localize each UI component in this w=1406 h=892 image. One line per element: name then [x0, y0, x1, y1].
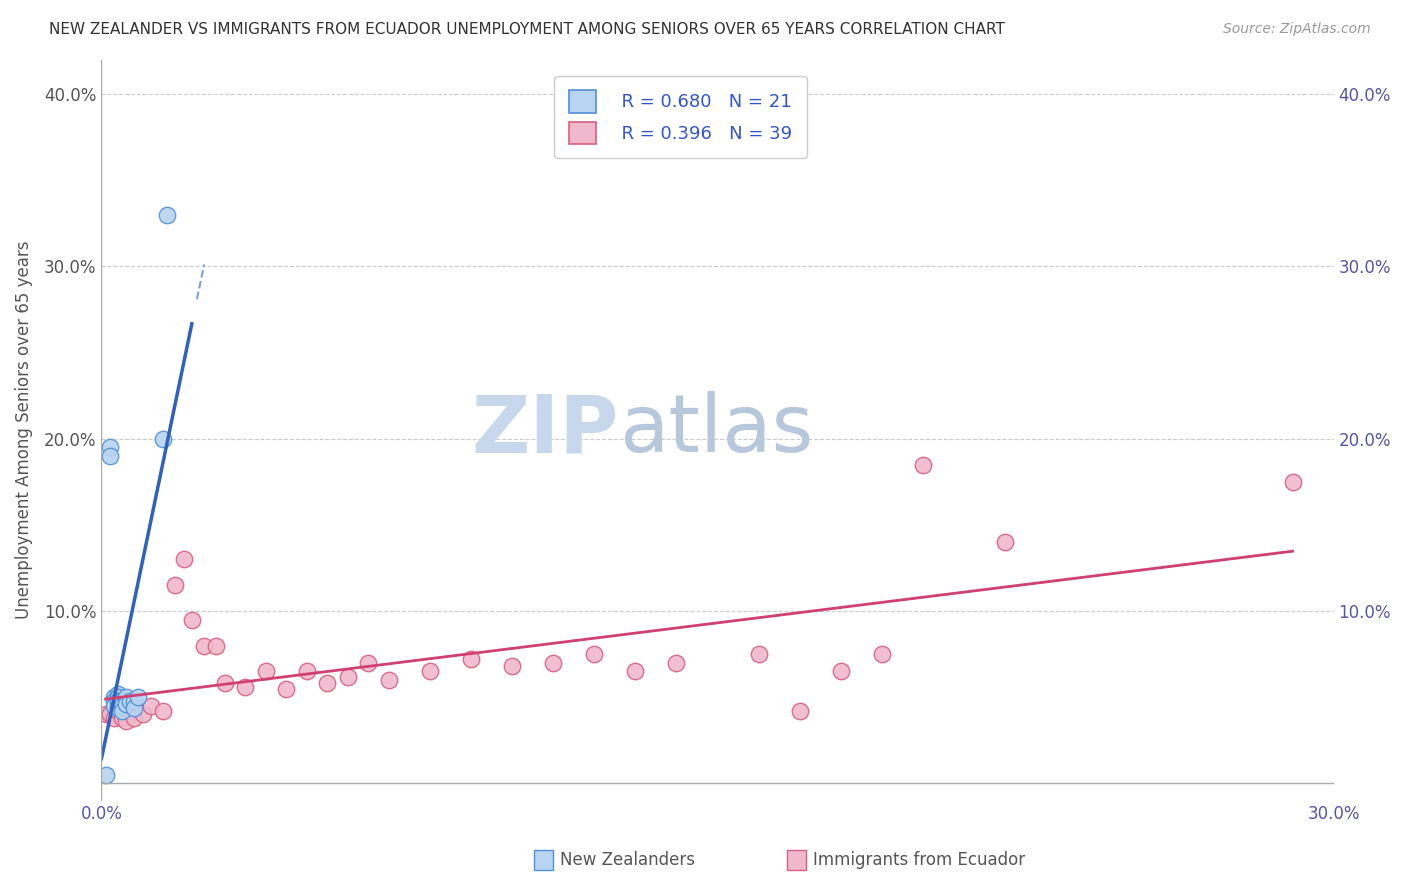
Point — [115, 697, 138, 711]
Point — [180, 613, 202, 627]
Point — [254, 665, 277, 679]
Point — [165, 578, 187, 592]
Point — [870, 647, 893, 661]
Point — [107, 700, 129, 714]
Point — [111, 694, 134, 708]
Point — [124, 711, 146, 725]
Point — [124, 694, 146, 708]
Text: Immigrants from Ecuador: Immigrants from Ecuador — [813, 851, 1025, 869]
Point — [205, 639, 228, 653]
Point — [789, 704, 811, 718]
Point — [98, 441, 121, 455]
Point — [115, 690, 138, 705]
Point — [336, 669, 359, 683]
Point — [233, 680, 256, 694]
Text: atlas: atlas — [619, 391, 813, 469]
Point — [665, 656, 688, 670]
Point — [111, 698, 134, 713]
Point — [103, 694, 125, 708]
Point — [107, 687, 129, 701]
Text: NEW ZEALANDER VS IMMIGRANTS FROM ECUADOR UNEMPLOYMENT AMONG SENIORS OVER 65 YEAR: NEW ZEALANDER VS IMMIGRANTS FROM ECUADOR… — [49, 22, 1005, 37]
Point — [127, 690, 149, 705]
Text: Source: ZipAtlas.com: Source: ZipAtlas.com — [1223, 22, 1371, 37]
Point — [156, 208, 179, 222]
Point — [276, 681, 298, 696]
Point — [460, 652, 482, 666]
Point — [316, 676, 339, 690]
Text: New Zealanders: New Zealanders — [560, 851, 695, 869]
Point — [98, 707, 121, 722]
Point — [624, 665, 647, 679]
Point — [111, 711, 134, 725]
Point — [419, 665, 441, 679]
Point — [111, 704, 134, 718]
Point — [115, 714, 138, 729]
Point — [107, 694, 129, 708]
Point — [152, 432, 174, 446]
Point — [94, 707, 117, 722]
Point — [748, 647, 770, 661]
Point — [103, 690, 125, 705]
Point — [1281, 475, 1303, 489]
Point — [94, 768, 117, 782]
Point — [173, 552, 195, 566]
Point — [193, 639, 215, 653]
Point — [120, 694, 142, 708]
Text: ZIP: ZIP — [472, 391, 619, 469]
Point — [994, 535, 1017, 549]
Point — [98, 449, 121, 463]
Point — [107, 690, 129, 705]
Point — [501, 659, 523, 673]
Point — [583, 647, 606, 661]
Point — [830, 665, 852, 679]
Point — [120, 704, 142, 718]
Point — [295, 665, 318, 679]
Point — [911, 458, 934, 472]
Point — [378, 673, 401, 687]
Point — [103, 698, 125, 713]
Point — [214, 676, 236, 690]
Point — [152, 704, 174, 718]
Legend:   R = 0.680   N = 21,   R = 0.396   N = 39: R = 0.680 N = 21, R = 0.396 N = 39 — [554, 76, 807, 158]
Point — [357, 656, 380, 670]
Point — [131, 707, 153, 722]
Y-axis label: Unemployment Among Seniors over 65 years: Unemployment Among Seniors over 65 years — [15, 241, 32, 619]
Point — [107, 704, 129, 718]
Point — [543, 656, 565, 670]
Point — [139, 698, 162, 713]
Point — [124, 700, 146, 714]
Point — [103, 711, 125, 725]
